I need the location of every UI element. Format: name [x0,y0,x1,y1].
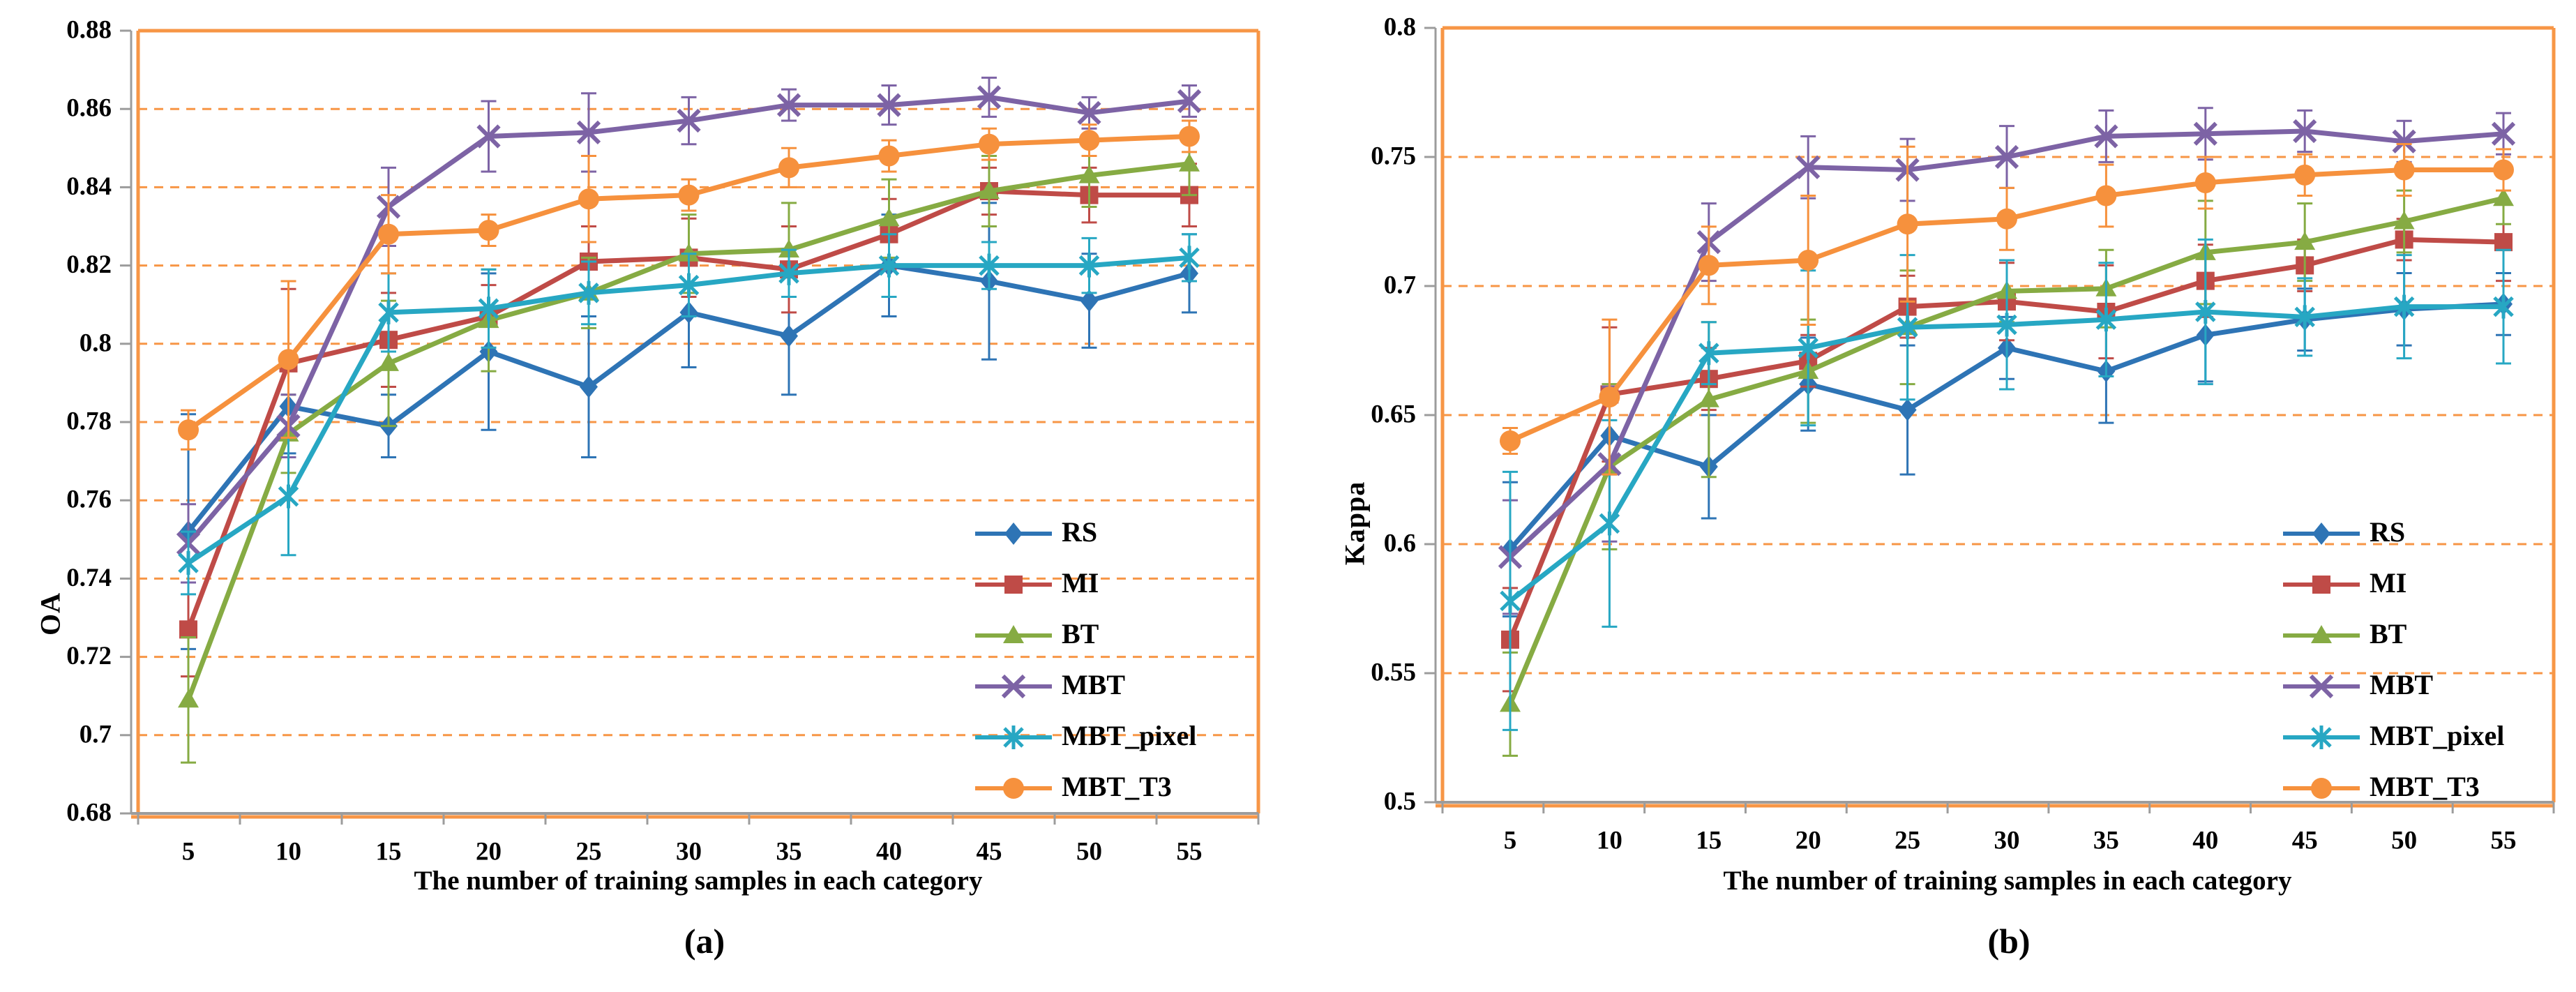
svg-text:BT: BT [1062,618,1099,649]
svg-text:MBT_pixel: MBT_pixel [2370,720,2504,751]
svg-text:50: 50 [2391,826,2417,855]
svg-text:55: 55 [2491,826,2517,855]
svg-text:MBT: MBT [1062,669,1125,700]
svg-text:0.82: 0.82 [66,250,112,279]
svg-text:50: 50 [1076,837,1102,866]
svg-text:0.72: 0.72 [66,642,112,670]
svg-text:5: 5 [182,837,195,866]
svg-text:10: 10 [276,837,301,866]
svg-text:5: 5 [1504,826,1517,855]
svg-text:55: 55 [1177,837,1203,866]
svg-text:0.75: 0.75 [1371,142,1416,170]
svg-text:30: 30 [1994,826,2020,855]
svg-text:0.8: 0.8 [1384,13,1416,41]
svg-text:MI: MI [1062,567,1099,599]
svg-text:MBT_T3: MBT_T3 [1062,771,1172,802]
svg-text:40: 40 [876,837,902,866]
svg-text:0.7: 0.7 [80,720,112,749]
svg-text:0.65: 0.65 [1371,400,1416,428]
svg-text:40: 40 [2192,826,2218,855]
svg-text:0.86: 0.86 [66,94,112,123]
svg-text:35: 35 [776,837,802,866]
svg-text:30: 30 [676,837,702,866]
svg-text:MBT_pixel: MBT_pixel [1062,720,1196,751]
svg-text:0.5: 0.5 [1384,787,1416,816]
svg-text:25: 25 [576,837,602,866]
svg-text:45: 45 [2292,826,2318,855]
caption-a: (a) [684,922,725,961]
svg-text:25: 25 [1895,826,1920,855]
svg-text:MI: MI [2370,567,2406,599]
svg-text:0.84: 0.84 [66,172,112,201]
svg-text:20: 20 [1795,826,1821,855]
svg-text:0.76: 0.76 [66,486,112,514]
svg-text:15: 15 [1696,826,1722,855]
x-axis-title-a: The number of training samples in each c… [414,866,983,896]
caption-b: (b) [1987,922,2031,961]
svg-text:20: 20 [476,837,502,866]
svg-text:MBT_T3: MBT_T3 [2370,771,2480,802]
svg-text:MBT: MBT [2370,669,2433,700]
svg-text:35: 35 [2093,826,2119,855]
svg-text:0.8: 0.8 [80,329,112,357]
svg-text:RS: RS [1062,516,1097,548]
svg-text:BT: BT [2370,618,2407,649]
y-axis-title-kappa: Kappa [1339,481,1371,566]
svg-text:0.55: 0.55 [1371,658,1416,686]
svg-text:0.6: 0.6 [1384,529,1416,557]
svg-text:0.74: 0.74 [66,564,112,592]
svg-text:0.7: 0.7 [1384,271,1416,299]
svg-text:RS: RS [2370,516,2405,548]
svg-text:0.68: 0.68 [66,798,112,827]
x-axis-title-b: The number of training samples in each c… [1723,866,2292,896]
svg-text:10: 10 [1597,826,1622,855]
svg-text:45: 45 [977,837,1002,866]
svg-text:0.88: 0.88 [66,15,112,44]
y-axis-title-oa: OA [34,592,66,636]
svg-text:0.78: 0.78 [66,407,112,435]
svg-text:15: 15 [376,837,402,866]
